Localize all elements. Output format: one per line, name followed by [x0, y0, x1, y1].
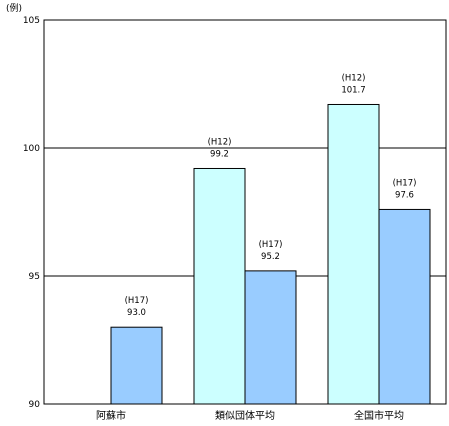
y-tick-label: 100 [23, 144, 40, 154]
y-tick-label: 105 [23, 16, 40, 26]
bar-labels: (H17) 93.0 (H12) 99.2 (H17) 95.2 (H12) 101.7 (H1… [125, 73, 417, 318]
bar [378, 208, 431, 405]
bar-data-label: (H17) [393, 178, 417, 188]
bar-data-label: 93.0 [127, 308, 146, 318]
bar-data-label: 99.2 [210, 149, 229, 159]
bars [110, 103, 431, 405]
bar [193, 167, 246, 405]
category-label: 阿蘇市 [96, 409, 126, 422]
bar-data-label: 101.7 [341, 85, 365, 95]
bar [110, 326, 163, 405]
unit-label: (例) [6, 2, 22, 14]
category-label: 全国市平均 [354, 409, 404, 422]
bar-data-label: (H17) [259, 240, 283, 250]
category-label: 類似団体平均 [215, 410, 275, 422]
bar-data-label: (H12) [208, 137, 232, 147]
y-tick-label: 90 [29, 400, 41, 410]
y-axis-ticks: 90 95 100 105 [23, 16, 40, 410]
bar-data-label: (H12) [342, 73, 366, 83]
bar [327, 103, 380, 405]
y-tick-label: 95 [29, 272, 40, 282]
bar-data-label: (H17) [125, 296, 149, 306]
plot-frame [43, 19, 447, 405]
bar-data-label: 97.6 [395, 190, 414, 200]
bar [244, 270, 297, 405]
category-labels: 阿蘇市 類似団体平均 全国市平均 [96, 409, 404, 422]
bar-data-label: 95.2 [261, 252, 280, 262]
